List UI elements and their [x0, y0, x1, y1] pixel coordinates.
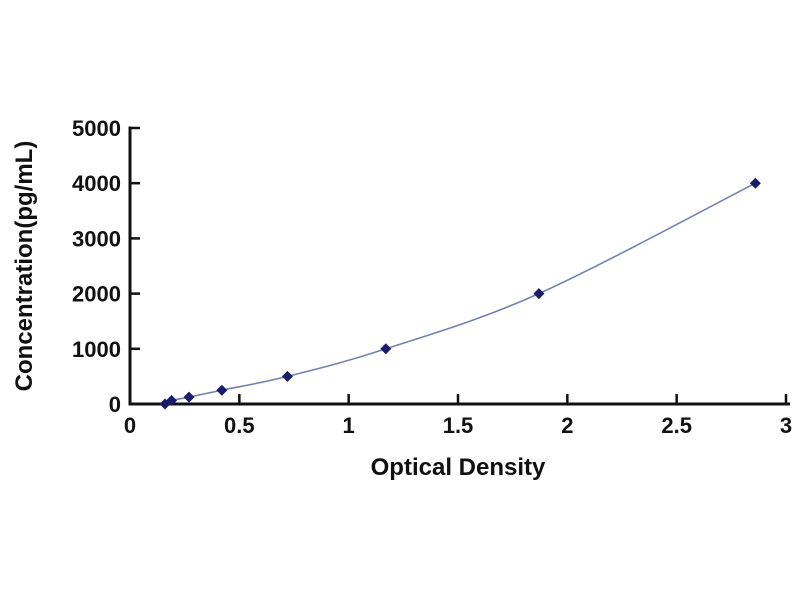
- data-point-marker: [166, 395, 178, 407]
- y-tick-label: 0: [109, 392, 121, 417]
- y-tick-label: 1000: [72, 337, 121, 362]
- data-point-marker: [183, 391, 195, 403]
- x-tick-label: 2.5: [661, 413, 692, 438]
- x-tick-label: 1.5: [443, 413, 474, 438]
- y-tick-label: 5000: [72, 116, 121, 141]
- data-point-marker: [749, 177, 761, 189]
- standard-curve-line: [164, 182, 756, 405]
- x-tick-label: 3: [780, 413, 792, 438]
- y-axis-title: Concentration(pg/mL): [11, 140, 38, 392]
- x-tick-label: 0: [124, 413, 136, 438]
- y-tick-label: 2000: [72, 282, 121, 307]
- data-point-marker: [533, 288, 545, 300]
- x-tick-label: 0.5: [224, 413, 255, 438]
- y-tick-label: 3000: [72, 226, 121, 251]
- data-point-marker: [380, 343, 392, 355]
- data-point-marker: [216, 384, 228, 396]
- x-axis-title: Optical Density: [370, 454, 546, 481]
- y-tick-label: 4000: [72, 171, 121, 196]
- x-tick-label: 1: [343, 413, 355, 438]
- x-tick-label: 2: [561, 413, 573, 438]
- data-point-marker: [281, 370, 293, 382]
